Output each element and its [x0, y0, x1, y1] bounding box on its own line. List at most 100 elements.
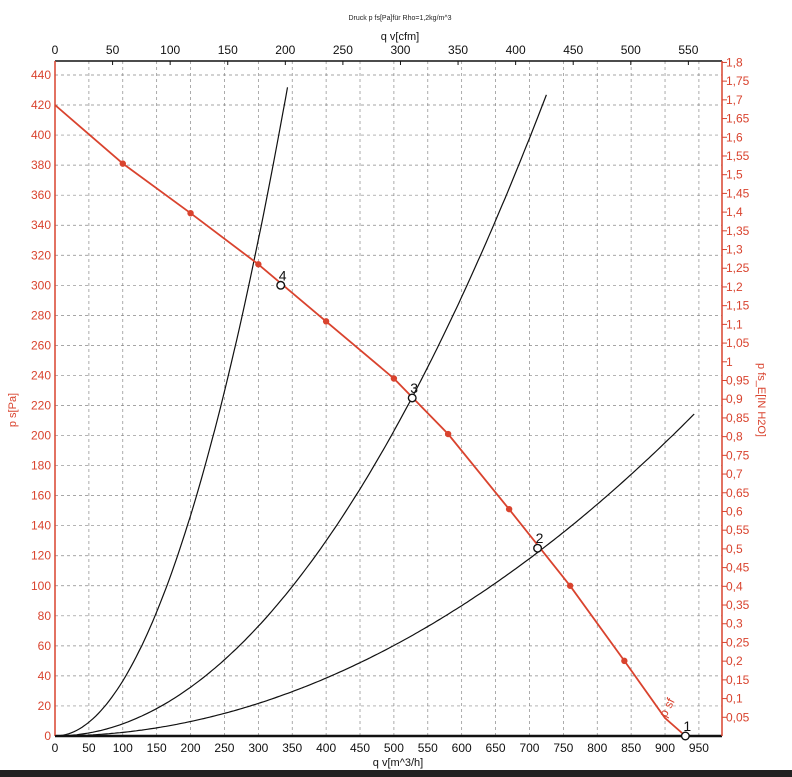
axes: [54, 60, 727, 738]
y-right-tick-label: 0,25: [726, 635, 750, 649]
fan-curve-marker: [322, 318, 330, 325]
y-right-tick-label: 1,4: [726, 205, 743, 219]
fan-curve-marker: [119, 160, 126, 167]
x-tick-label: 550: [418, 741, 438, 755]
x-tick-label: 50: [82, 741, 96, 755]
y-tick-label: 0: [44, 729, 51, 743]
operating-point-label: 3: [410, 380, 418, 396]
x-tick-label: 850: [621, 741, 641, 755]
x-tick-label: 300: [248, 741, 268, 755]
operating-point-marker: [276, 280, 286, 290]
x-tick-label: 400: [316, 741, 336, 755]
x-tick-label: 700: [519, 741, 539, 755]
system-curve: [55, 94, 547, 737]
y-right-tick-label: 0,3: [726, 617, 743, 631]
x-top-tick-label: 300: [390, 43, 410, 57]
operating-points: 1 2 3 4: [276, 267, 691, 741]
y-tick-label: 400: [31, 128, 51, 142]
y-tick-label: 200: [31, 429, 51, 443]
x-tick-label: 200: [181, 741, 201, 755]
y-tick-label: 140: [31, 519, 51, 533]
y-right-tick-label: 1,2: [726, 280, 743, 294]
y-tick-label: 80: [38, 609, 52, 623]
y-tick-label: 420: [31, 98, 51, 112]
y-right-tick-label: 0,05: [726, 710, 750, 724]
x-tick-label: 800: [587, 741, 607, 755]
y-tick-label: 40: [38, 669, 52, 683]
y-right-tick-label: 1,65: [726, 112, 750, 126]
y-right-tick-label: 1,45: [726, 186, 750, 200]
fan-curve-line: [54, 104, 686, 737]
y-right-axis-label: p fs_E[IN H2O]: [755, 363, 767, 437]
y-tick-label: 320: [31, 248, 51, 262]
y-right-tick-label: 1,8: [726, 55, 743, 69]
y-right-tick-label: 0,15: [726, 673, 750, 687]
y-tick-label: 240: [31, 368, 51, 382]
y-tick-label: 160: [31, 489, 51, 503]
x-top-tick-label: 500: [621, 43, 641, 57]
x-top-tick-label: 450: [563, 43, 583, 57]
y-right-tick-label: 1,55: [726, 149, 750, 163]
y-right-tick-label: 1,35: [726, 224, 750, 238]
x-tick-label: 450: [350, 741, 370, 755]
y-right-tick-label: 0,55: [726, 523, 750, 537]
fan-curve-marker: [444, 430, 452, 438]
grid: [55, 61, 722, 736]
y-right-tick-label: 1: [726, 355, 733, 369]
fan-curve-marker: [187, 209, 194, 217]
tick-labels: 0 50 100 150 200 250 300 350 400 450 500 550 600 650 7…: [31, 43, 750, 755]
x-tick-label: 600: [452, 741, 472, 755]
y-tick-label: 20: [38, 699, 52, 713]
y-right-tick-label: 1,5: [726, 168, 743, 182]
x-tick-label: 750: [553, 741, 573, 755]
y-tick-label: 440: [31, 68, 51, 82]
x-top-tick-label: 100: [160, 43, 180, 57]
y-right-tick-label: 0,7: [726, 467, 743, 481]
y-right-tick-label: 0,45: [726, 561, 750, 575]
x-tick-label: 250: [214, 741, 234, 755]
x-tick-label: 0: [52, 741, 59, 755]
y-tick-label: 60: [38, 639, 52, 653]
x-bottom-axis-label: q v[m^3/h]: [373, 757, 423, 769]
x-top-tick-label: 550: [678, 43, 698, 57]
y-right-tick-label: 0,95: [726, 374, 750, 388]
y-tick-label: 120: [31, 549, 51, 563]
operating-point-marker: [407, 393, 417, 403]
y-tick-label: 260: [31, 338, 51, 352]
y-right-tick-label: 1,1: [726, 317, 743, 331]
y-tick-label: 340: [31, 218, 51, 232]
x-top-tick-label: 0: [52, 43, 59, 57]
y-right-tick-label: 1,25: [726, 261, 750, 275]
x-top-axis-label: q v[cfm]: [381, 31, 420, 43]
system-curve: [55, 413, 695, 737]
system-curve: [54, 87, 289, 737]
y-right-tick-label: 0,6: [726, 504, 743, 518]
y-right-tick-label: 0,9: [726, 392, 743, 406]
y-tick-label: 380: [31, 158, 51, 172]
fan-curve-label: p sf: [656, 695, 678, 719]
y-tick-label: 280: [31, 308, 51, 322]
y-right-tick-label: 0,75: [726, 448, 750, 462]
y-right-tick-label: 1,7: [726, 93, 743, 107]
fan-curve-marker: [390, 375, 398, 382]
x-top-tick-label: 150: [218, 43, 238, 57]
y-right-tick-label: 0,2: [726, 654, 743, 668]
fan-curve-group: p sf: [54, 104, 686, 737]
operating-point-label: 2: [536, 530, 544, 546]
y-tick-label: 100: [31, 579, 51, 593]
fan-curve-marker: [255, 261, 262, 268]
x-top-tick-label: 400: [506, 43, 526, 57]
y-tick-label: 300: [31, 278, 51, 292]
x-tick-label: 650: [486, 741, 506, 755]
y-right-tick-label: 1,75: [726, 74, 750, 88]
x-top-tick-label: 250: [333, 43, 353, 57]
x-tick-label: 500: [384, 741, 404, 755]
y-tick-label: 360: [31, 188, 51, 202]
x-tick-label: 150: [147, 741, 167, 755]
fan-curve-marker: [566, 582, 574, 589]
x-tick-label: 350: [282, 741, 302, 755]
x-top-tick-label: 350: [448, 43, 468, 57]
operating-point-marker: [680, 731, 690, 741]
x-top-tick-label: 50: [106, 43, 120, 57]
